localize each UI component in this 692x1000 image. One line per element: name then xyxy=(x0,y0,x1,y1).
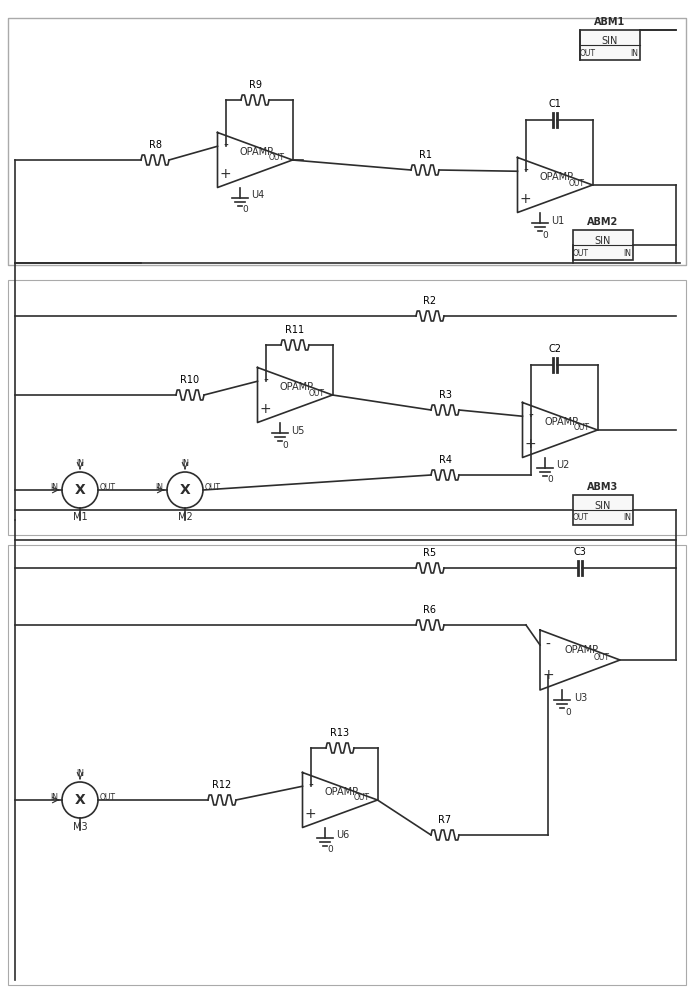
Text: R3: R3 xyxy=(439,390,451,400)
FancyBboxPatch shape xyxy=(573,230,633,260)
Text: OUT: OUT xyxy=(594,654,610,662)
Text: U6: U6 xyxy=(336,830,349,840)
Text: IN: IN xyxy=(76,769,84,778)
Text: OUT: OUT xyxy=(100,484,116,492)
Bar xyxy=(8,18,686,265)
Text: 0: 0 xyxy=(242,206,248,215)
Text: 0: 0 xyxy=(327,846,334,854)
Text: M2: M2 xyxy=(178,512,192,522)
Text: -: - xyxy=(263,374,268,388)
Text: R2: R2 xyxy=(424,296,437,306)
Text: U4: U4 xyxy=(251,190,265,200)
Text: IN: IN xyxy=(50,792,58,802)
Text: OUT: OUT xyxy=(573,248,589,257)
Text: OPAMP: OPAMP xyxy=(240,147,274,157)
Text: R8: R8 xyxy=(149,140,161,150)
Bar xyxy=(8,18,686,265)
Text: X: X xyxy=(75,793,85,807)
Text: R7: R7 xyxy=(439,815,452,825)
Text: R4: R4 xyxy=(439,455,451,465)
Text: IN: IN xyxy=(623,514,631,522)
Text: OPAMP: OPAMP xyxy=(280,382,314,392)
Text: IN: IN xyxy=(155,483,163,491)
Text: C1: C1 xyxy=(549,99,561,109)
Text: R11: R11 xyxy=(285,325,304,335)
Text: X: X xyxy=(180,483,190,497)
Text: +: + xyxy=(304,807,316,821)
Text: +: + xyxy=(520,192,531,206)
Text: R1: R1 xyxy=(419,150,432,160)
Text: R5: R5 xyxy=(424,548,437,558)
Text: -: - xyxy=(223,139,228,153)
Text: -: - xyxy=(523,164,528,178)
Bar xyxy=(8,280,686,535)
Text: IN: IN xyxy=(76,459,84,468)
Text: OPAMP: OPAMP xyxy=(325,787,359,797)
Text: SIN: SIN xyxy=(602,36,618,46)
Text: OUT: OUT xyxy=(100,794,116,802)
Text: R9: R9 xyxy=(248,80,262,90)
Text: 0: 0 xyxy=(543,231,548,239)
Text: +: + xyxy=(525,437,536,451)
Text: C3: C3 xyxy=(574,547,586,557)
FancyBboxPatch shape xyxy=(573,495,633,525)
FancyBboxPatch shape xyxy=(580,30,640,60)
Text: OUT: OUT xyxy=(580,48,596,57)
Text: +: + xyxy=(543,668,554,682)
Text: ABM3: ABM3 xyxy=(588,482,619,492)
Text: OUT: OUT xyxy=(205,484,221,492)
Text: OUT: OUT xyxy=(309,388,325,397)
Text: 0: 0 xyxy=(282,440,289,450)
Text: SIN: SIN xyxy=(595,236,611,246)
Text: OPAMP: OPAMP xyxy=(565,645,599,655)
Text: U1: U1 xyxy=(552,216,565,226)
Text: IN: IN xyxy=(50,483,58,491)
Text: OUT: OUT xyxy=(569,178,585,188)
Text: SIN: SIN xyxy=(595,501,611,511)
Text: U3: U3 xyxy=(574,693,588,703)
Text: -: - xyxy=(308,779,313,793)
Text: M1: M1 xyxy=(73,512,87,522)
Text: X: X xyxy=(75,483,85,497)
Text: +: + xyxy=(260,402,271,416)
Text: ABM2: ABM2 xyxy=(588,217,619,227)
Text: -: - xyxy=(528,409,533,423)
Text: OPAMP: OPAMP xyxy=(545,417,579,427)
Text: U2: U2 xyxy=(556,460,570,471)
Text: IN: IN xyxy=(630,48,638,57)
Text: R12: R12 xyxy=(212,780,232,790)
Text: IN: IN xyxy=(181,459,189,468)
Text: OUT: OUT xyxy=(574,424,590,432)
Text: R10: R10 xyxy=(181,375,199,385)
Text: U5: U5 xyxy=(291,426,305,436)
Text: C2: C2 xyxy=(549,344,561,354)
Text: OPAMP: OPAMP xyxy=(540,172,574,182)
Text: OUT: OUT xyxy=(268,153,284,162)
Text: M3: M3 xyxy=(73,822,87,832)
Text: OUT: OUT xyxy=(573,514,589,522)
Text: +: + xyxy=(219,167,231,181)
Text: 0: 0 xyxy=(565,708,571,717)
Text: OUT: OUT xyxy=(354,794,370,802)
Bar xyxy=(8,545,686,985)
Text: 0: 0 xyxy=(547,476,553,485)
Text: -: - xyxy=(545,638,550,652)
Bar xyxy=(8,18,686,265)
Text: IN: IN xyxy=(623,248,631,257)
Text: R6: R6 xyxy=(424,605,437,615)
Text: ABM1: ABM1 xyxy=(594,17,626,27)
Text: R13: R13 xyxy=(331,728,349,738)
